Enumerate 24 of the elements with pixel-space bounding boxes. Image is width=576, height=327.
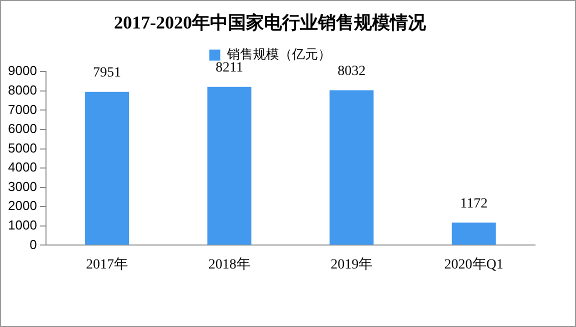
y-tick-label: 2000	[8, 198, 37, 214]
y-tick-label: 6000	[8, 121, 37, 136]
y-tick-label: 3000	[8, 178, 37, 194]
x-tick-label: 2017年	[86, 256, 128, 272]
data-label: 7951	[93, 66, 122, 81]
bar	[85, 92, 130, 245]
data-label: 1172	[460, 196, 488, 212]
y-tick-label: 0	[30, 236, 37, 252]
y-tick-label: 1000	[8, 217, 37, 232]
bar	[452, 222, 496, 245]
y-tick-label: 9000	[8, 63, 37, 78]
legend-label: 销售规模（亿元）	[226, 47, 331, 62]
y-tick-label: 4000	[8, 160, 37, 175]
x-tick-label: 2018年	[208, 256, 250, 272]
y-tick-label: 8000	[8, 82, 37, 98]
bar	[330, 90, 374, 245]
x-tick-label: 2020年Q1	[444, 256, 504, 272]
chart-title: 2017-2020年中国家电行业销售规模情况	[114, 12, 427, 32]
x-tick-label: 2019年	[330, 256, 373, 272]
bar	[207, 86, 252, 245]
data-label: 8211	[216, 60, 244, 76]
data-label: 8032	[338, 64, 366, 79]
y-tick-label: 5000	[8, 140, 37, 156]
y-tick-label: 7000	[8, 102, 37, 117]
